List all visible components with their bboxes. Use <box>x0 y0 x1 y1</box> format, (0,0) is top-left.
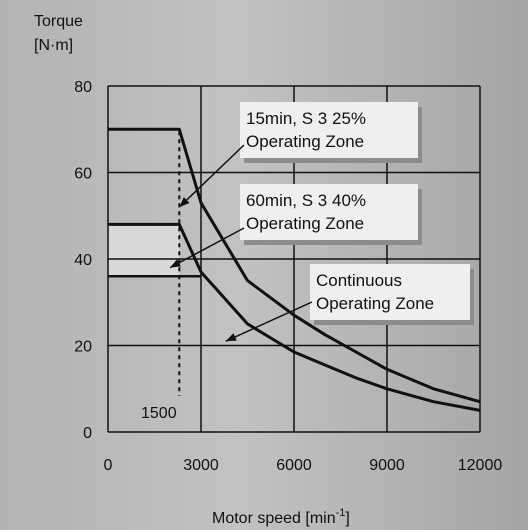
x-axis-title: Motor speed [min-1] <box>212 507 350 527</box>
y-tick-label-0: 0 <box>83 425 92 442</box>
y-tick-label-4: 80 <box>74 79 92 96</box>
callout-line2-1: Operating Zone <box>246 214 364 233</box>
x-axis-title-close: ] <box>345 510 349 527</box>
x-tick-label-0: 0 <box>104 457 113 474</box>
callout-box-2 <box>310 264 470 320</box>
callout-1: 60min, S 3 40% Operating Zone <box>169 184 422 269</box>
callout-arrow-line-0 <box>178 144 245 208</box>
callout-line1-0: 15min, S 3 25% <box>246 109 366 128</box>
y-axis-title-line2: [N·m] <box>34 37 73 54</box>
x-axis-title-main: Motor speed [min <box>212 510 336 527</box>
callout-box-0 <box>240 102 418 158</box>
callout-arrowhead-0 <box>179 197 190 208</box>
callout-arrow-line-2 <box>225 301 313 342</box>
shaded-zone <box>108 224 180 277</box>
speed-marker-label: 1500 <box>141 405 177 422</box>
callout-box-1 <box>240 184 418 240</box>
series-line-1 <box>108 222 481 412</box>
x-tick-label-3: 9000 <box>369 457 405 474</box>
callout-line1-1: 60min, S 3 40% <box>246 191 366 210</box>
x-tick-label-4: 12000 <box>458 457 503 474</box>
callout-line2-0: Operating Zone <box>246 132 364 151</box>
series-line-0 <box>108 127 481 404</box>
y-tick-label-2: 40 <box>74 252 92 269</box>
x-axis-title-sup: -1 <box>336 507 346 519</box>
y-tick-label-3: 60 <box>74 166 92 183</box>
callout-arrowhead-2 <box>225 333 237 342</box>
callout-line2-2: Operating Zone <box>316 294 434 313</box>
callout-arrowhead-1 <box>170 259 181 268</box>
callout-2: Continuous Operating Zone <box>225 264 474 342</box>
callout-0: 15min, S 3 25% Operating Zone <box>178 102 422 208</box>
y-axis-title-line1: Torque <box>34 13 83 30</box>
callout-arrow-line-1 <box>169 227 245 269</box>
y-tick-label-1: 20 <box>74 339 92 356</box>
callout-line1-2: Continuous <box>316 271 402 290</box>
x-tick-label-2: 6000 <box>276 457 312 474</box>
x-tick-label-1: 3000 <box>183 457 219 474</box>
